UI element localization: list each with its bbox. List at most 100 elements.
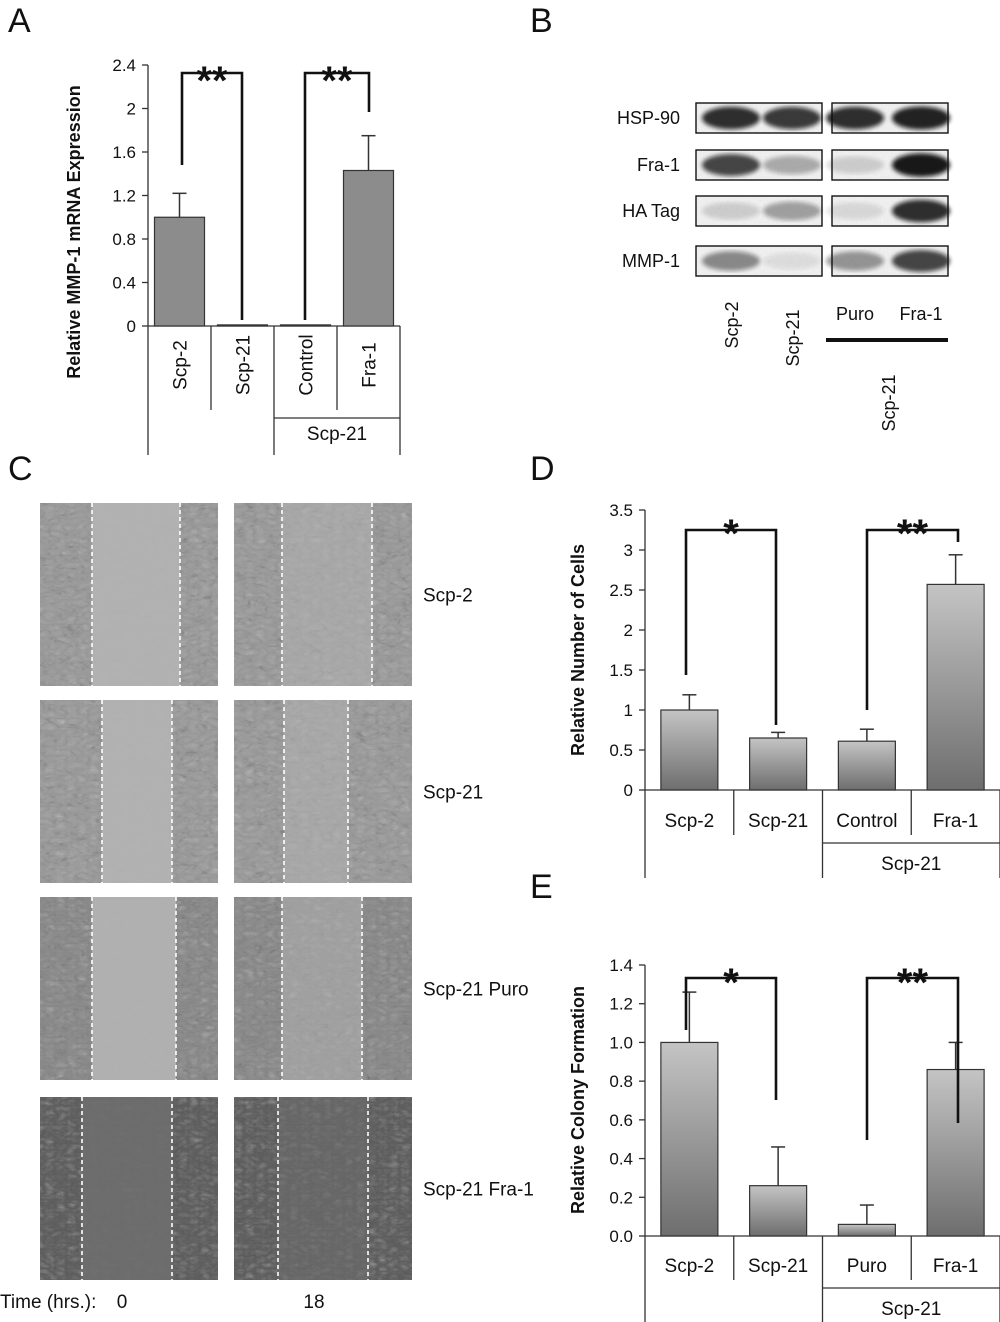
chart-e-colony-formation: 0.0 0.2 0.4 0.6 0.8 1.0 1.2 1.4 Relative Colony … [568,956,1000,1322]
group-label: Scp-21 [307,424,367,445]
scratch-wound-area [102,700,172,883]
blot-band [763,201,821,221]
y-tick-label: 0.2 [609,1188,633,1207]
category-label: Control [836,811,897,832]
y-tick-label: 2 [624,621,633,640]
chart-d-relative-cells: 0 0.5 1 1.5 2 2.5 3 3.5 Relative Number of Cells… [568,501,1000,878]
y-tick-label: 1.4 [609,956,633,975]
scratch-assay: Scp-2 Scp-21 Scp-21 Puro Scp-21 Fra-1 Time (… [0,503,534,1313]
panel-label-a: A [8,2,31,40]
y-tick-label: 1.5 [609,661,633,680]
y-tick-label: 1 [624,701,633,720]
category-label: Fra-1 [933,811,978,832]
category-label: Scp-2 [171,340,192,390]
blot-band [892,153,950,177]
panel-label-e: E [530,868,553,906]
scratch-wound-area [282,503,372,686]
western-blot: HSP-90 Fra-1 HA Tag MMP-1 Scp-2 Scp-21 Puro Fra… [617,102,950,432]
y-tick-label: 0.4 [112,274,136,293]
blot-band [702,106,760,130]
blot-band [763,155,821,175]
bar-control [837,740,896,791]
y-tick-label: 0.5 [609,741,633,760]
significance-bracket [865,528,960,710]
significance-stars: * [723,512,739,556]
y-tick-label: 0 [624,781,633,800]
row-label: Scp-21 Fra-1 [423,1180,534,1201]
blot-band [826,202,884,220]
category-label: Scp-21 [748,1256,808,1277]
bar-puro [837,1223,896,1237]
y-tick-label: 1.2 [112,187,136,206]
group-label: Scp-21 [879,374,899,431]
y-axis-label: Relative MMP-1 mRNA Expression [64,85,84,378]
bar-scp-21 [216,324,269,327]
significance-bracket [180,71,244,320]
lane-label: Puro [836,304,874,324]
significance-stars: ** [321,59,353,103]
y-tick-label: 1.0 [609,1033,633,1052]
bar-scp-2 [660,1041,719,1237]
significance-stars: ** [897,512,929,556]
y-tick-label: 3.5 [609,501,633,520]
blot-band [826,156,884,174]
category-label: Scp-2 [665,811,715,832]
bar-scp-21 [749,737,808,791]
significance-stars: ** [196,59,228,103]
y-tick-label: 0.8 [112,230,136,249]
y-tick-label: 1.2 [609,995,633,1014]
panel-label-c: C [8,450,33,488]
blot-band [892,106,950,130]
significance-bracket [865,976,960,1140]
category-label: Control [297,334,318,395]
y-tick-label: 1.6 [112,143,136,162]
significance-bracket [684,976,778,1100]
bar-scp-2 [153,216,206,327]
lane-label: Fra-1 [899,304,942,324]
bar-fra-1 [342,169,395,327]
significance-bracket [684,528,778,725]
scratch-wound-area [278,1097,368,1280]
y-tick-label: 0.4 [609,1150,633,1169]
blot-band [702,202,760,220]
blot-band [702,154,760,176]
blot-row-label: HSP-90 [617,108,680,128]
y-tick-label: 2 [127,100,136,119]
lane-label: Scp-21 [783,309,803,366]
bar-scp-2 [660,709,719,791]
panel-label-b: B [530,2,553,40]
group-label: Scp-21 [881,854,941,875]
row-label: Scp-21 [423,783,483,804]
scratch-wound-area [82,1097,172,1280]
blot-band [826,251,884,271]
blot-row-label: HA Tag [622,201,680,221]
significance-stars: ** [897,961,929,1005]
y-tick-label: 3 [624,541,633,560]
blot-row-label: Fra-1 [637,155,680,175]
scratch-wound-area [92,897,176,1080]
y-tick-label: 2.4 [112,56,136,75]
lane-label: Scp-2 [722,301,742,348]
scratch-wound-area [92,503,180,686]
blot-band [702,251,760,271]
category-label: Scp-21 [748,811,808,832]
y-tick-label: 0.8 [609,1072,633,1091]
category-label: Scp-2 [665,1256,715,1277]
bar-scp-21 [749,1185,808,1237]
significance-stars: * [723,961,739,1005]
y-tick-label: 0 [127,317,136,336]
time-axis-label: Time (hrs.): [0,1292,96,1313]
blot-band [892,250,950,272]
y-axis-label: Relative Number of Cells [568,544,588,756]
group-label: Scp-21 [881,1299,941,1320]
chart-a-mmp1-expression: 0 0.4 0.8 1.2 1.6 2 2.4 Relative MMP-1 mRNA Exp… [64,56,401,455]
category-label: Scp-21 [234,335,255,395]
time-point-0: 0 [117,1292,128,1313]
y-tick-label: 0.6 [609,1111,633,1130]
row-label: Scp-2 [423,586,473,607]
category-label: Fra-1 [933,1256,978,1277]
row-label: Scp-21 Puro [423,980,529,1001]
bar-fra-1 [926,1068,985,1237]
category-label: Puro [847,1256,887,1277]
